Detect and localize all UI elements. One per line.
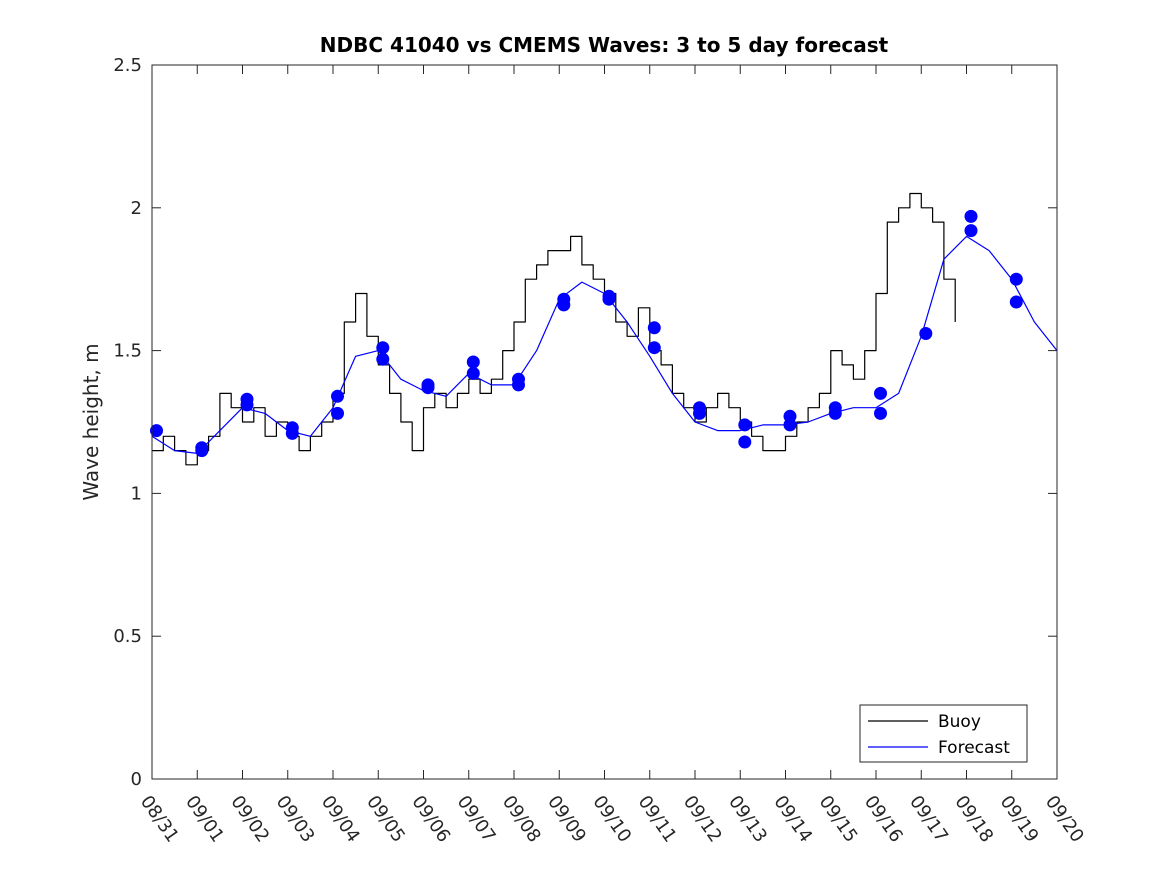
forecast-marker: [376, 341, 390, 355]
forecast-marker: [874, 386, 887, 400]
forecast-marker: [240, 392, 254, 406]
legend-buoy-label: Buoy: [938, 712, 981, 732]
forecast-marker: [1009, 295, 1023, 309]
plot-area: [152, 65, 1057, 779]
forecast-marker: [466, 366, 480, 380]
forecast-marker: [376, 352, 390, 366]
y-tick-label: 2: [131, 198, 142, 219]
chart-title: NDBC 41040 vs CMEMS Waves: 3 to 5 day fo…: [320, 33, 889, 57]
forecast-marker: [874, 406, 887, 420]
forecast-marker: [828, 401, 842, 415]
forecast-marker: [421, 378, 435, 392]
forecast-marker: [331, 406, 344, 420]
forecast-marker: [738, 418, 752, 432]
y-axis-label: Wave height, m: [79, 343, 103, 500]
plot-frame: [151, 64, 1058, 780]
forecast-marker: [285, 421, 299, 435]
forecast-marker: [783, 409, 797, 423]
legend: Buoy Forecast: [859, 704, 1028, 763]
forecast-marker: [602, 289, 616, 303]
forecast-marker: [150, 424, 163, 438]
marker-layer: [150, 209, 1023, 458]
legend-forecast-label: Forecast: [938, 738, 1010, 758]
y-tick-label: 1: [131, 483, 142, 504]
forecast-marker: [195, 441, 209, 455]
forecast-marker: [512, 372, 525, 386]
y-tick-label: 0: [131, 769, 142, 790]
forecast-marker: [331, 389, 344, 403]
forecast-marker: [919, 327, 933, 340]
y-tick-label: 2.5: [113, 55, 142, 76]
y-tick-label: 0.5: [113, 626, 142, 647]
forecast-marker: [738, 435, 752, 449]
y-tick-label: 1.5: [113, 341, 142, 362]
forecast-marker: [964, 224, 978, 238]
forecast-marker: [693, 401, 706, 415]
y-ticks: 0 0.5 1 1.5 2 2.5: [113, 55, 1057, 790]
forecast-marker: [964, 209, 978, 223]
forecast-marker: [466, 355, 480, 369]
forecast-marker: [557, 292, 571, 306]
forecast-marker: [1009, 272, 1023, 286]
forecast-marker: [647, 321, 661, 335]
legend-box: [859, 704, 1028, 763]
forecast-marker: [647, 341, 661, 355]
